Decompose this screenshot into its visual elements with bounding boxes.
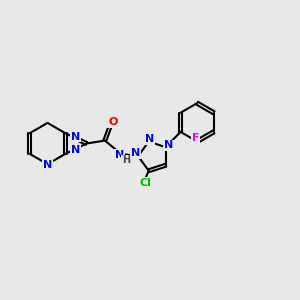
- Text: N: N: [145, 134, 154, 144]
- Text: N: N: [164, 140, 173, 150]
- Text: N: N: [71, 132, 81, 142]
- Text: F: F: [192, 133, 200, 143]
- Text: O: O: [108, 117, 118, 127]
- Text: N: N: [115, 150, 124, 160]
- Text: Cl: Cl: [139, 178, 151, 188]
- Text: N: N: [131, 148, 140, 158]
- Text: H: H: [122, 155, 130, 165]
- Text: N: N: [71, 146, 81, 155]
- Text: N: N: [43, 160, 52, 170]
